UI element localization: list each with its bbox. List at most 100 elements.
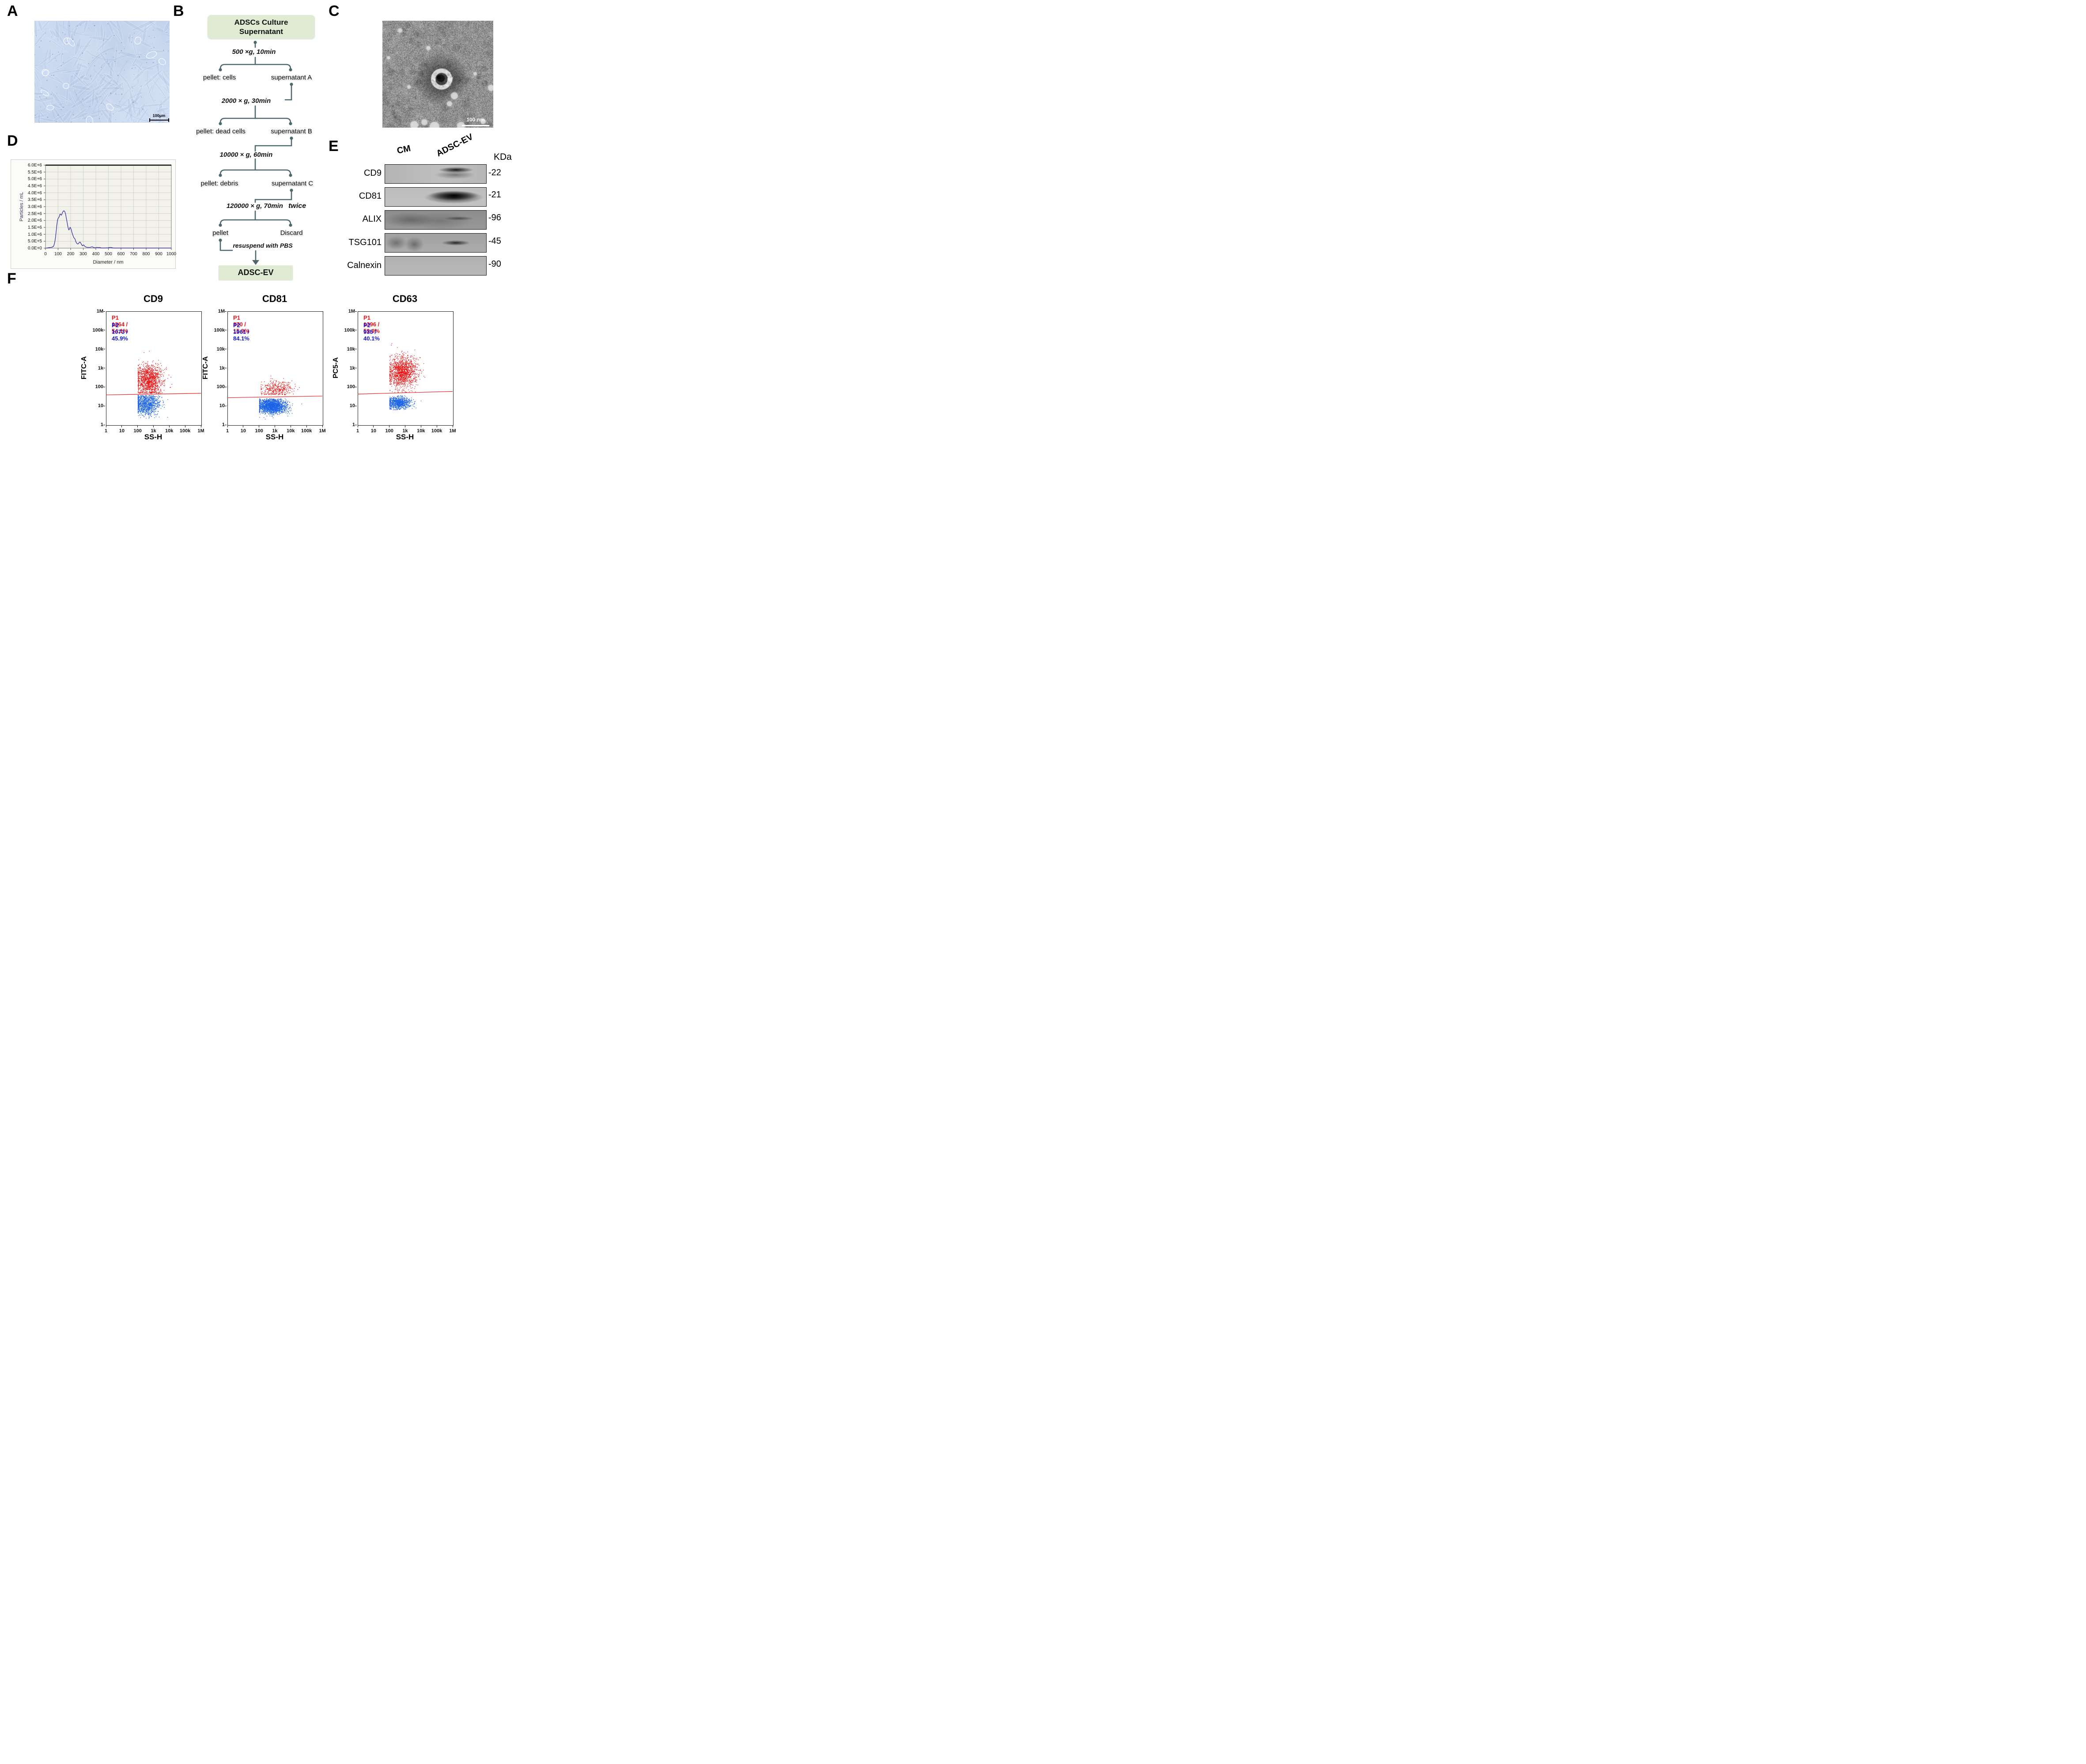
nta-y-tick-label: 0.0E+0 (28, 246, 42, 251)
kda-value-cd81: -21 (488, 190, 501, 200)
pellet-label-2: pellet: dead cells (196, 128, 246, 135)
y-axis-tick-label: 100 (95, 384, 103, 390)
nta-x-tick-label: 900 (155, 252, 162, 257)
flow-x-axis-label-cd63: SS-H (396, 433, 414, 441)
y-axis-tick-label: 1k (219, 365, 225, 371)
y-axis-tick-label: 1M (218, 309, 225, 314)
micrograph-scalebar-line (150, 120, 169, 121)
nta-x-tick-label: 300 (79, 252, 87, 257)
x-axis-tick-label: 100k (431, 428, 442, 434)
panel-label-f: F (7, 270, 16, 287)
y-axis-tick (103, 311, 105, 312)
x-axis-tick (306, 426, 307, 427)
blot-strip-calnexin (385, 256, 487, 276)
y-axis-tick-label: 1 (222, 422, 225, 427)
kda-value-tsg101: -45 (488, 236, 501, 246)
panel-label-b: B (173, 3, 184, 19)
panel-label-c: C (329, 3, 340, 19)
nta-y-tick-label: 2.0E+6 (28, 218, 42, 223)
centrifuge-step-4-condition: 120000 × g, 70min (226, 202, 283, 210)
start-box-line1: ADSCs Culture (234, 18, 288, 26)
panel-label-e: E (329, 138, 339, 155)
y-axis-tick-label: 100k (344, 327, 355, 333)
x-axis-tick-label: 10k (287, 428, 295, 434)
nta-y-tick-label: 4.5E+6 (28, 184, 42, 189)
nta-y-tick-label: 4.0E+6 (28, 190, 42, 196)
tem-vesicle-image (382, 21, 493, 128)
micrograph-scalebar-cap (168, 118, 169, 122)
y-axis-tick-label: 1 (100, 422, 103, 427)
micrograph-scalebar-cap (149, 118, 150, 122)
centrifuge-step-3: 10000 × g, 60min (219, 151, 273, 159)
nta-y-tick-label: 3.0E+6 (28, 204, 42, 209)
x-axis-tick-label: 1k (151, 428, 156, 434)
x-axis-tick-label: 10k (165, 428, 174, 434)
flow-plot-title-cd63: CD63 (392, 293, 418, 304)
micrograph-scalebar-label: 100μm (152, 113, 166, 118)
nta-y-tick-label: 1.0E+6 (28, 232, 42, 237)
supernatant-label-1: supernatant A (271, 74, 312, 81)
y-axis-tick-label: 10 (349, 403, 355, 409)
start-box-line2: Supernatant (239, 27, 283, 36)
nta-y-tick-label: 6.0E+6 (28, 163, 42, 168)
nta-x-tick-label: 200 (67, 252, 75, 257)
blot-strip-cd81 (385, 187, 487, 207)
pellet-label-4: pellet (212, 229, 228, 237)
x-axis-tick (227, 426, 228, 427)
blot-strip-alix (385, 210, 487, 230)
flowchart-end-box: ADSC-EV (219, 265, 293, 280)
x-axis-tick-label: 100k (179, 428, 191, 434)
nta-x-tick-label: 800 (142, 252, 150, 257)
nta-x-axis-title: Diameter / nm (93, 260, 124, 265)
x-axis-tick-label: 1M (197, 428, 204, 434)
protein-label-cd81: CD81 (359, 191, 382, 201)
panel-label-a: A (7, 3, 18, 19)
nta-y-tick-label: 5.0E+5 (28, 239, 42, 244)
kda-unit-label: KDa (494, 152, 512, 162)
discard-label: Discard (280, 229, 303, 237)
y-axis-tick-label: 100k (214, 327, 225, 333)
y-axis-tick-label: 10k (347, 346, 355, 352)
flow-plot-title-cd9: CD9 (143, 293, 163, 304)
x-axis-tick-label: 100 (133, 428, 142, 434)
y-axis-tick-label: 10k (216, 346, 225, 352)
x-axis-tick (153, 426, 154, 427)
flow-x-axis-label-cd81: SS-H (265, 433, 284, 441)
x-axis-tick-label: 10 (240, 428, 246, 434)
nta-x-tick-label: 600 (117, 252, 125, 257)
flow-x-axis-label-cd9: SS-H (144, 433, 162, 441)
kda-value-cd9: -22 (488, 168, 501, 178)
nta-y-tick-label: 3.5E+6 (28, 197, 42, 203)
y-axis-tick (355, 311, 357, 312)
x-axis-tick-label: 10k (417, 428, 425, 434)
protein-label-alix: ALIX (362, 214, 382, 224)
y-axis-tick-label: 1k (98, 365, 103, 371)
flowchart-start-box: ADSCs Culture Supernatant (208, 15, 315, 39)
pellet-label-1: pellet: cells (203, 74, 236, 81)
blot-strip-cd9 (385, 164, 487, 184)
x-axis-tick-label: 1k (272, 428, 278, 434)
tem-scalebar-line (462, 125, 489, 126)
x-axis-tick-label: 1 (356, 428, 359, 434)
flow-plot-title-cd81: CD81 (262, 293, 287, 304)
scatter-canvas-cd63 (358, 311, 453, 425)
y-axis-tick-label: 10k (95, 346, 103, 352)
x-axis-tick-label: 1 (226, 428, 229, 434)
figure-page: A B C D E F 100μm ADSCs Culture Supernat… (0, 0, 522, 441)
nta-chart-plot (44, 164, 172, 250)
protein-label-calnexin: Calnexin (347, 261, 382, 270)
y-axis-tick-label: 1 (352, 422, 355, 427)
x-axis-tick (169, 426, 170, 427)
x-axis-tick (121, 426, 122, 427)
end-box-text: ADSC-EV (238, 268, 274, 277)
panel-label-d: D (7, 132, 18, 149)
kda-value-calnexin: -90 (488, 259, 501, 269)
nta-y-tick-label: 2.5E+6 (28, 211, 42, 216)
x-axis-tick-label: 100 (385, 428, 393, 434)
y-axis-tick-label: 100 (347, 384, 355, 390)
x-axis-tick (137, 426, 138, 427)
y-axis-tick-label: 100k (92, 327, 103, 333)
adsc-micrograph-image (34, 21, 170, 123)
nta-x-tick-label: 100 (54, 252, 62, 257)
protein-label-cd9: CD9 (363, 168, 382, 178)
